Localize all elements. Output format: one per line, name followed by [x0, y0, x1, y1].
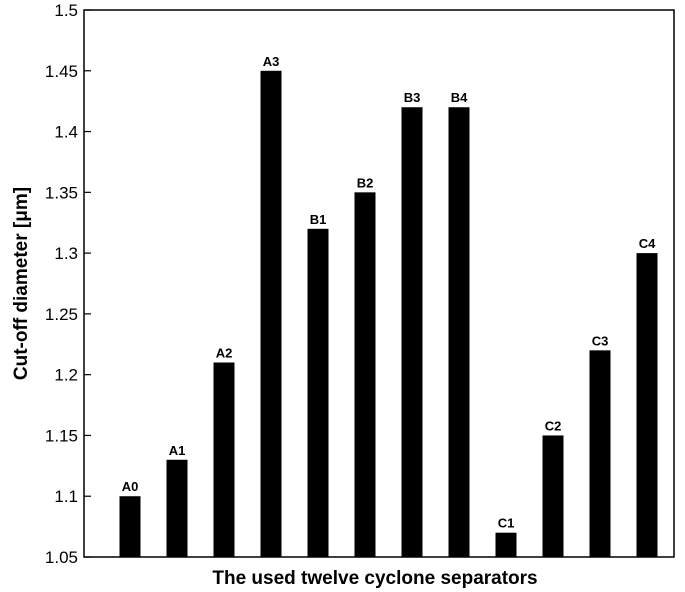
bar-c4: [636, 253, 658, 557]
bar-label-b3: B3: [404, 90, 421, 105]
bar-b2: [354, 192, 376, 558]
y-tick-label: 1.2: [54, 366, 78, 385]
y-tick-label: 1.5: [54, 1, 78, 20]
bar-labels-group: A0 A1 A2 A3 B1 B2 B3 B4 C1 C2 C3 C4: [122, 54, 656, 531]
bar-label-a2: A2: [216, 346, 233, 361]
bar-b3: [401, 107, 423, 557]
y-tick-label: 1.3: [54, 244, 78, 263]
y-tick-label: 1.05: [45, 548, 78, 567]
bar-c3: [589, 350, 611, 557]
y-tick-label: 1.35: [45, 183, 78, 202]
y-tick-label: 1.45: [45, 62, 78, 81]
bar-label-b4: B4: [451, 90, 468, 105]
bar-label-a3: A3: [263, 54, 280, 69]
bar-c2: [542, 435, 564, 557]
bar-label-c3: C3: [592, 333, 609, 348]
y-axis-title: Cut-off diameter [μm]: [11, 187, 32, 380]
bar-label-a0: A0: [122, 479, 139, 494]
y-tick-label: 1.1: [54, 487, 78, 506]
y-axis-ticks: 1.05 1.1 1.15 1.2 1.25 1.3 1.35 1.4 1.45 1.5: [45, 1, 91, 567]
y-tick-label: 1.25: [45, 305, 78, 324]
bar-label-c2: C2: [545, 418, 562, 433]
bar-label-c1: C1: [498, 516, 515, 531]
bar-a3: [260, 70, 282, 558]
x-axis-title: The used twelve cyclone separators: [212, 568, 537, 589]
plot-frame: [83, 9, 675, 558]
bar-label-a1: A1: [169, 443, 186, 458]
bar-label-b1: B1: [310, 212, 327, 227]
y-tick-label: 1.15: [45, 426, 78, 445]
bar-b4: [448, 107, 470, 557]
bar-b1: [307, 228, 329, 558]
bar-label-c4: C4: [639, 236, 656, 251]
bar-label-b2: B2: [357, 175, 374, 190]
bar-a0: [119, 496, 141, 557]
bar-a1: [166, 459, 188, 557]
y-tick-label: 1.4: [54, 123, 78, 142]
bar-c1: [495, 532, 517, 557]
bar-a2: [213, 362, 235, 557]
bars-group: [119, 70, 658, 558]
